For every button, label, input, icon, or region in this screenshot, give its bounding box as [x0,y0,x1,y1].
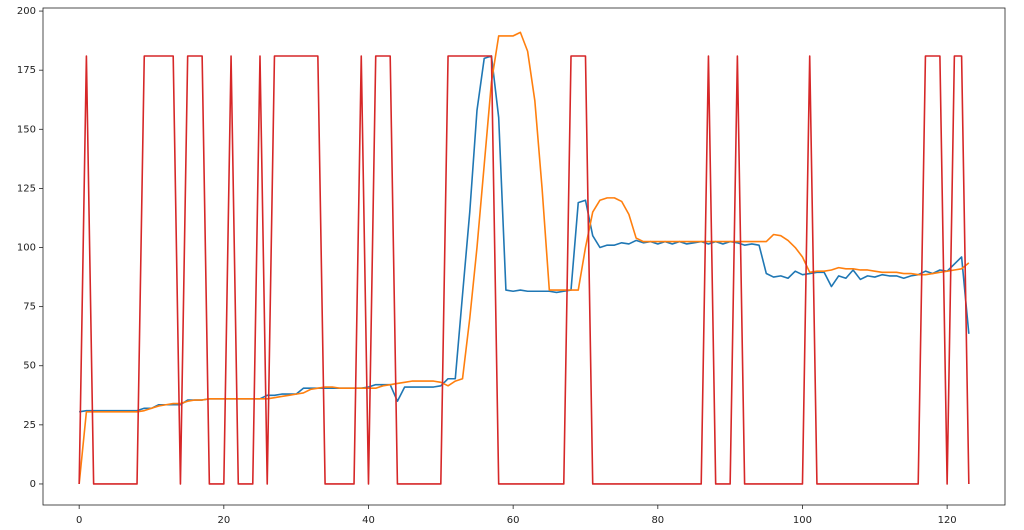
y-tick-label: 175 [17,65,36,76]
y-tick-label: 0 [30,479,36,490]
x-tick-label: 100 [793,515,812,526]
series-line [78,31,970,485]
x-tick-label: 40 [362,515,375,526]
x-tick-label: 80 [651,515,664,526]
x-tick-label: 120 [938,515,957,526]
x-tick-label: 0 [76,515,82,526]
x-tick-label: 60 [507,515,520,526]
y-tick-label: 100 [17,243,36,254]
y-tick-label: 200 [17,6,36,17]
x-tick-label: 20 [217,515,230,526]
y-tick-label: 25 [23,420,36,431]
y-tick-label: 125 [17,183,36,194]
y-tick-label: 50 [23,361,36,372]
y-tick-label: 75 [23,302,36,313]
series-line [78,55,970,485]
y-tick-label: 150 [17,124,36,135]
